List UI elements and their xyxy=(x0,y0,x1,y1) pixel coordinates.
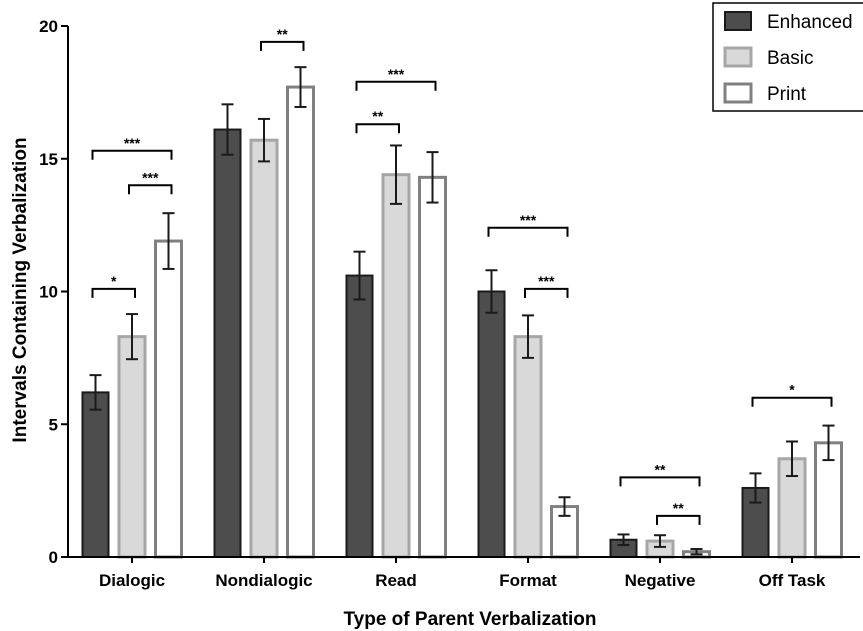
bar xyxy=(381,173,411,559)
x-tick-label: Dialogic xyxy=(99,571,165,590)
significance-label: ** xyxy=(277,26,288,42)
y-tick-label: 5 xyxy=(49,415,58,434)
bar xyxy=(513,335,543,559)
significance-label: * xyxy=(111,273,117,289)
significance-bracket xyxy=(128,184,173,195)
significance-label: ** xyxy=(673,500,684,516)
significance-label: *** xyxy=(388,66,405,82)
bar xyxy=(154,239,183,559)
legend: Enhanced Basic Print xyxy=(712,2,863,112)
x-axis-title: Type of Parent Verbalization xyxy=(343,609,596,630)
significance-bracket xyxy=(355,123,400,134)
significance-bracket xyxy=(91,287,136,298)
x-tick-label: Nondialogic xyxy=(215,571,312,590)
significance-bracket xyxy=(656,514,701,525)
y-tick-label: 15 xyxy=(39,150,58,169)
bar xyxy=(477,290,506,558)
x-tick-label: Format xyxy=(499,571,557,590)
significance-bracket xyxy=(91,149,173,160)
bar xyxy=(249,138,279,559)
legend-label-basic: Basic xyxy=(767,48,813,69)
bar xyxy=(81,391,110,559)
y-axis: 0 5 10 15 20 xyxy=(39,17,69,567)
legend-swatch-basic xyxy=(723,46,753,68)
x-axis: Dialogic Nondialogic Read Format Negative Off… xyxy=(68,556,860,590)
legend-swatch-print xyxy=(723,82,753,104)
significance-label: ** xyxy=(655,461,666,477)
significance-label: ** xyxy=(372,108,383,124)
bar xyxy=(213,128,242,558)
significance-bracket xyxy=(524,287,569,298)
y-tick-label: 10 xyxy=(39,283,58,302)
significance-bracket xyxy=(619,476,701,487)
bar xyxy=(418,175,447,559)
significance-label: *** xyxy=(538,273,555,289)
x-tick-label: Off Task xyxy=(759,571,826,590)
y-tick-label: 20 xyxy=(39,17,58,36)
x-tick-label: Read xyxy=(375,571,417,590)
significance-bracket xyxy=(355,80,437,91)
bar xyxy=(345,274,374,558)
bar xyxy=(286,85,315,559)
plot-area: ************************* xyxy=(81,26,843,559)
legend-label-enhanced: Enhanced xyxy=(767,12,853,33)
significance-label: *** xyxy=(520,212,537,228)
significance-bracket xyxy=(260,40,305,51)
significance-label: * xyxy=(789,382,795,398)
significance-label: *** xyxy=(142,169,159,185)
legend-label-print: Print xyxy=(767,84,807,105)
x-tick-label: Negative xyxy=(625,571,696,590)
significance-bracket xyxy=(751,396,833,407)
significance-bracket xyxy=(487,226,569,237)
bar xyxy=(117,335,147,559)
significance-label: *** xyxy=(124,135,141,151)
y-axis-title: Intervals Containing Verbalization xyxy=(10,137,31,442)
y-tick-label: 0 xyxy=(49,548,58,567)
legend-swatch-enhanced xyxy=(724,11,752,31)
